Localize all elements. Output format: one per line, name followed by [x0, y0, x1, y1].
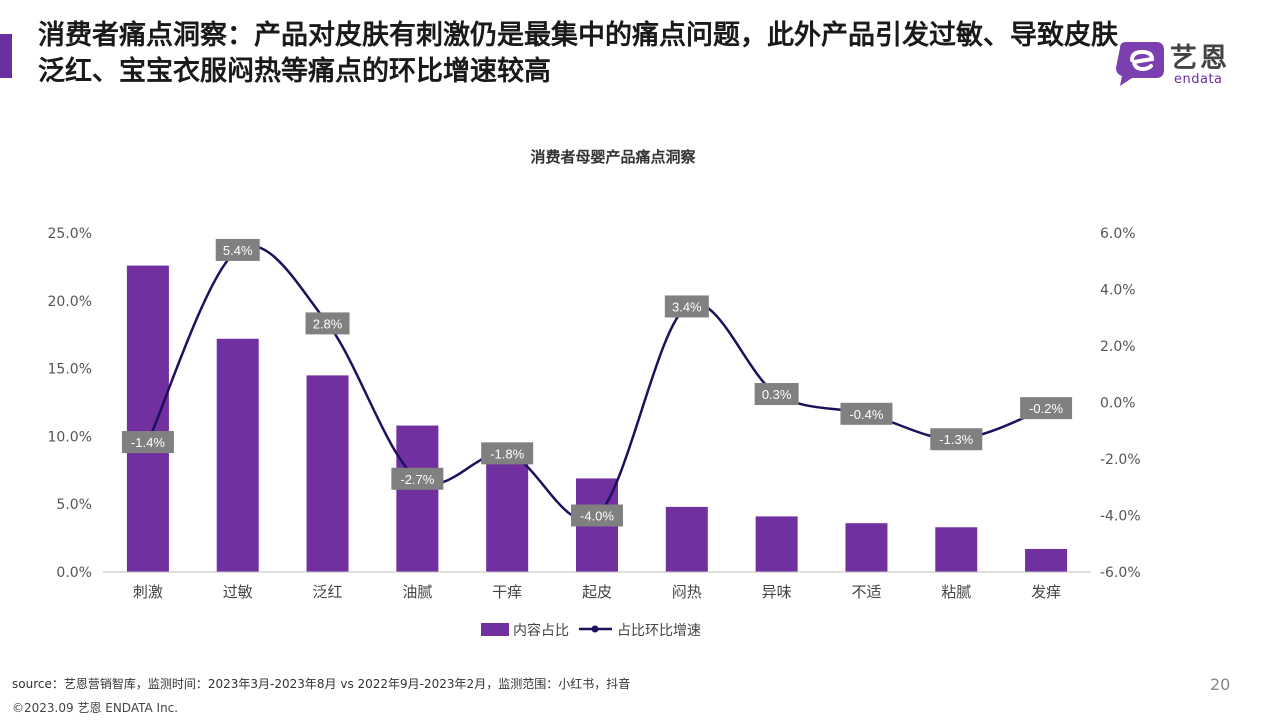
copyright: ©2023.09 艺恩 ENDATA Inc. [12, 701, 179, 715]
left-tick-label: 5.0% [56, 497, 92, 513]
data-label-box [121, 431, 174, 454]
category-label: 异味 [762, 583, 792, 601]
left-tick-label: 25.0% [48, 226, 92, 242]
data-label: -1.3% [939, 432, 973, 447]
category-label: 不适 [851, 583, 881, 601]
data-label-box [391, 467, 444, 490]
x-axis-categories: 刺激 过敏 泛红 油腻 干痒 起皮 闷热 异味 不适 粘腻 发痒 [133, 583, 1061, 601]
category-label: 粘腻 [941, 583, 971, 601]
category-label: 干痒 [492, 583, 522, 601]
right-tick-label: -2.0% [1100, 452, 1141, 468]
bar [1025, 548, 1068, 572]
page-number: 20 [1210, 675, 1231, 694]
logo-chinese-text: 艺恩 [1170, 43, 1230, 74]
data-label-box [1020, 397, 1073, 420]
left-tick-label: 15.0% [48, 362, 92, 378]
right-tick-label: 6.0% [1100, 226, 1136, 242]
line-data-labels: -1.4% 5.4% 2.8% -2.7% -1.8% -4.0% 3.4% 0.3% -0.4… [121, 238, 1073, 527]
bar [486, 449, 529, 572]
data-label-box [840, 402, 893, 425]
left-y-axis: 0.0% 5.0% 10.0% 15.0% 20.0% 25.0% [48, 226, 92, 581]
bar [126, 265, 169, 572]
data-label: 5.4% [223, 243, 253, 258]
legend-line-marker [591, 625, 599, 633]
legend: 内容占比 占比环比增速 [481, 622, 701, 639]
bar [396, 425, 439, 572]
data-label-box [754, 383, 799, 406]
data-label: -1.8% [490, 446, 524, 461]
category-label: 刺激 [133, 583, 163, 601]
page-title: 消费者痛点洞察：产品对皮肤有刺激仍是最集中的痛点问题，此外产品引发过敏、导致皮肤… [38, 20, 1118, 87]
endata-logo-icon [1116, 42, 1164, 86]
category-label: 发痒 [1031, 583, 1061, 601]
left-tick-label: 20.0% [48, 294, 92, 310]
legend-line-label: 占比环比增速 [617, 623, 701, 639]
data-label: 0.3% [762, 387, 792, 402]
right-y-axis: -6.0% -4.0% -2.0% 0.0% 2.0% 4.0% 6.0% [1100, 226, 1141, 581]
data-label-box [305, 312, 350, 335]
bar [845, 523, 888, 572]
endata-logo: 艺恩 endata [1112, 36, 1244, 92]
bar [216, 338, 259, 572]
bar [306, 375, 349, 572]
data-label-box [930, 428, 983, 451]
right-tick-label: -4.0% [1100, 509, 1141, 525]
right-tick-label: 4.0% [1100, 283, 1136, 299]
data-label-box [215, 238, 260, 261]
right-tick-label: -6.0% [1100, 565, 1141, 581]
data-label: -0.2% [1029, 401, 1063, 416]
data-label-box [481, 442, 534, 465]
category-label: 过敏 [223, 583, 253, 601]
left-tick-label: 0.0% [56, 565, 92, 581]
data-label: -4.0% [580, 509, 614, 524]
data-label: -0.4% [849, 407, 883, 422]
right-tick-label: 2.0% [1100, 339, 1136, 355]
data-label-box [664, 295, 709, 318]
source-note: source：艺恩营销智库，监测时间：2023年3月-2023年8月 vs 20… [12, 677, 631, 691]
data-label: 3.4% [672, 299, 702, 314]
combo-chart: 消费者母婴产品痛点洞察 0.0% 5.0% 10.0% 15.0% 20.0% 25.0%… [48, 148, 1141, 639]
data-label: 2.8% [313, 316, 343, 331]
data-label: -1.4% [131, 435, 165, 450]
category-label: 起皮 [582, 583, 612, 601]
data-label-box [571, 504, 623, 527]
data-label: -2.7% [400, 472, 434, 487]
bar [665, 506, 708, 572]
chart-container: 消费者母婴产品痛点洞察 0.0% 5.0% 10.0% 15.0% 20.0% 25.0%… [0, 130, 1280, 650]
legend-bar-label: 内容占比 [513, 622, 569, 639]
chart-title: 消费者母婴产品痛点洞察 [530, 148, 696, 166]
category-label: 泛红 [313, 583, 343, 601]
left-tick-label: 10.0% [48, 429, 92, 445]
category-label: 油腻 [402, 583, 432, 601]
right-tick-label: 0.0% [1100, 396, 1136, 412]
category-label: 闷热 [672, 583, 702, 601]
title-accent-bar [0, 34, 12, 78]
bar [755, 516, 798, 572]
legend-bar-swatch [481, 623, 509, 636]
bar [935, 527, 978, 572]
logo-english-text: endata [1174, 72, 1223, 87]
